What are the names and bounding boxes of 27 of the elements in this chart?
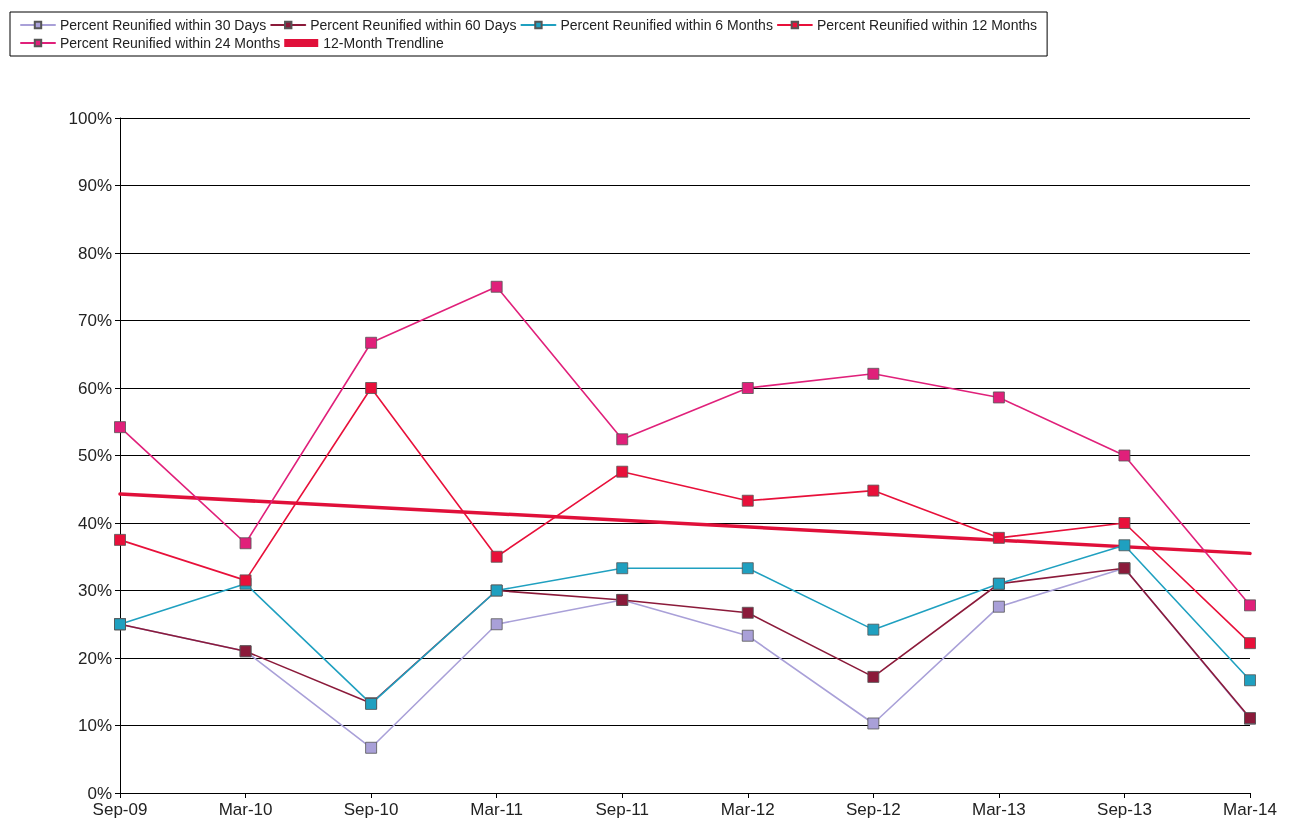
legend-label: Percent Reunified within 6 Months	[560, 17, 773, 33]
y-tick-label: 100%	[68, 108, 112, 128]
x-tick-label: Mar-10	[218, 800, 273, 819]
legend-label: Percent Reunified within 12 Months	[816, 17, 1038, 33]
legend-label: 12-Month Trendline	[323, 35, 445, 51]
legend-label: Percent Reunified within 30 Days	[60, 17, 267, 33]
y-tick-label: 10%	[77, 716, 112, 735]
y-tick-label: 30%	[77, 581, 112, 600]
y-tick-label: 0%	[87, 783, 112, 803]
x-tick-label: Mar-11	[470, 800, 523, 819]
x-tick-label: Mar-13	[971, 800, 1026, 819]
legend-label: Percent Reunified within 60 Days	[310, 17, 517, 33]
legend-label: Percent Reunified within 24 Months	[60, 35, 281, 51]
y-tick-label: 70%	[77, 311, 112, 330]
x-tick-label: Sep-12	[845, 800, 901, 819]
y-tick-label: 40%	[77, 513, 112, 533]
y-tick-label: 90%	[77, 176, 112, 195]
y-tick-label: 60%	[77, 378, 112, 398]
y-tick-label: 20%	[77, 648, 112, 668]
y-tick-label: 80%	[77, 243, 112, 263]
y-tick-label: 50%	[77, 446, 112, 465]
x-tick-label: Mar-14	[1223, 800, 1277, 819]
x-tick-label: Mar-12	[720, 800, 775, 819]
x-tick-label: Sep-09	[92, 800, 148, 819]
x-tick-label: Sep-11	[595, 800, 649, 819]
x-tick-label: Sep-13	[1097, 800, 1152, 819]
x-tick-label: Sep-10	[343, 800, 399, 819]
